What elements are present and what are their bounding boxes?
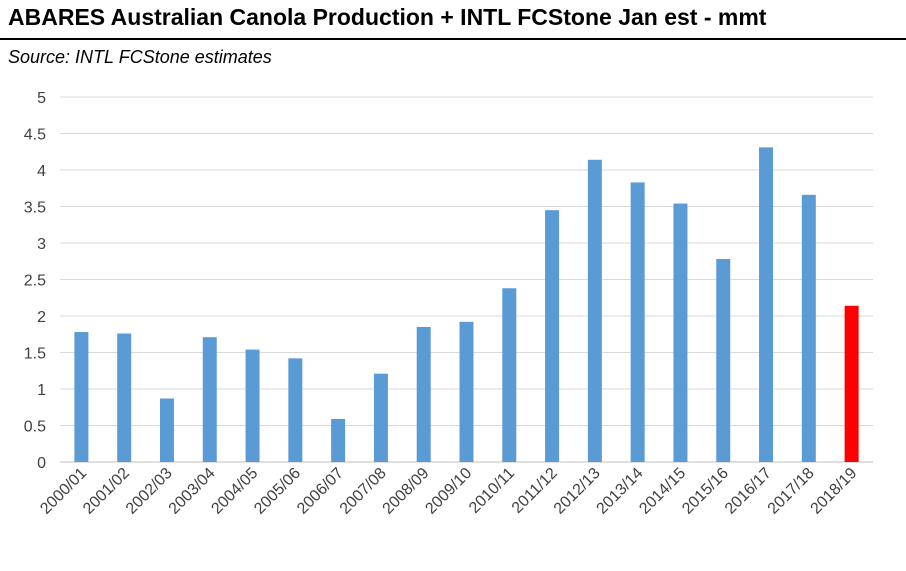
y-tick-label: 0: [37, 455, 46, 472]
y-tick-label: 1: [37, 382, 46, 399]
y-tick-label: 4.5: [24, 127, 46, 144]
x-tick-label: 2018/19: [808, 465, 861, 518]
bar-2003-04: [202, 337, 217, 462]
x-tick-label: 2001/02: [80, 465, 133, 518]
x-tick-label: 2005/06: [251, 465, 304, 518]
x-tick-label: 2009/10: [422, 465, 475, 518]
x-tick-label: 2007/08: [337, 465, 390, 518]
x-tick-label: 2016/17: [722, 465, 775, 518]
bar-2018-19: [844, 305, 859, 462]
x-tick-label: 2003/04: [166, 465, 219, 518]
y-tick-label: 3: [37, 236, 46, 253]
bar-2006-07: [331, 418, 346, 462]
y-tick-label: 2: [37, 309, 46, 326]
x-axis-ticks: 2000/012001/022002/032003/042004/052005/…: [37, 465, 860, 518]
bar-2017-18: [801, 194, 816, 462]
bar-2014-15: [673, 203, 688, 462]
bar-2016-17: [759, 147, 774, 462]
bar-2013-14: [630, 182, 645, 462]
bars: [74, 147, 859, 462]
bar-2005-06: [288, 358, 303, 462]
y-tick-label: 4: [37, 163, 46, 180]
bar-2007-08: [373, 373, 388, 462]
bar-2010-11: [502, 288, 517, 462]
title-underline: [0, 38, 906, 40]
x-tick-label: 2012/13: [551, 465, 604, 518]
bar-2015-16: [716, 259, 731, 462]
x-tick-label: 2000/01: [37, 465, 90, 518]
x-tick-label: 2015/16: [679, 465, 732, 518]
bar-2000-01: [74, 332, 89, 462]
y-axis-ticks: 0 0.5 1 1.5 2 2.5 3 3.5 4 4.5 5: [24, 90, 46, 472]
x-tick-label: 2004/05: [208, 465, 261, 518]
x-tick-label: 2008/09: [380, 465, 433, 518]
bar-2011-12: [545, 210, 560, 462]
bar-2012-13: [587, 159, 602, 462]
x-tick-label: 2014/15: [636, 465, 689, 518]
bar-2008-09: [416, 326, 431, 462]
y-tick-label: 5: [37, 90, 46, 107]
bar-2002-03: [159, 398, 174, 462]
x-tick-label: 2013/14: [594, 465, 647, 518]
x-tick-label: 2002/03: [123, 465, 176, 518]
x-tick-label: 2017/18: [765, 465, 818, 518]
chart-subtitle: Source: INTL FCStone estimates: [8, 47, 272, 67]
x-tick-label: 2006/07: [294, 465, 347, 518]
y-tick-label: 1.5: [24, 346, 46, 363]
bar-2004-05: [245, 349, 260, 462]
y-tick-label: 0.5: [24, 419, 46, 436]
y-tick-label: 2.5: [24, 273, 46, 290]
chart-title: ABARES Australian Canola Production + IN…: [8, 4, 767, 30]
x-tick-label: 2010/11: [466, 465, 518, 517]
bar-2009-10: [459, 321, 474, 462]
bar-2001-02: [117, 333, 132, 462]
y-tick-label: 3.5: [24, 200, 46, 217]
